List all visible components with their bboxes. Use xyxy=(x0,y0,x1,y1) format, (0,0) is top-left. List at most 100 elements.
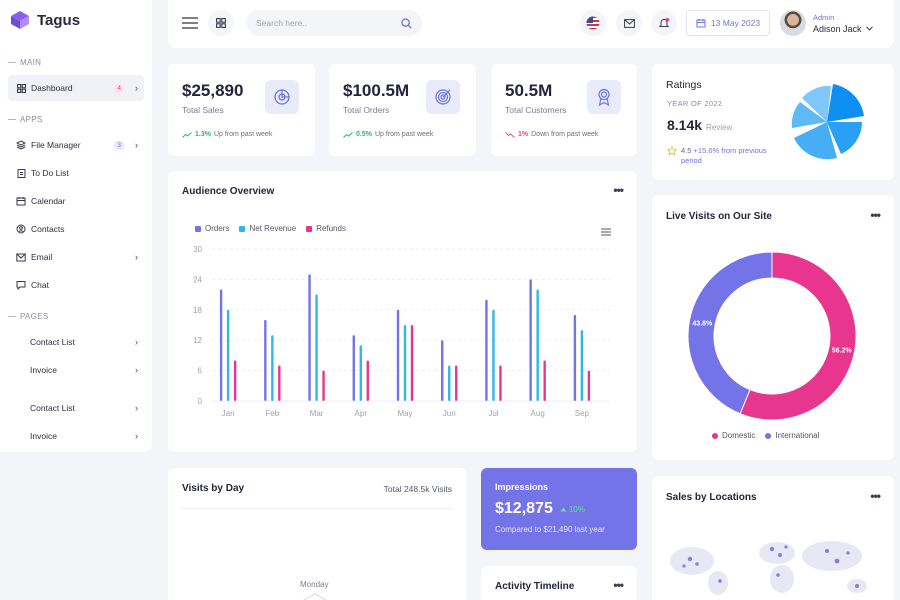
trend-up-icon xyxy=(343,131,353,138)
audience-title: Audience Overview xyxy=(182,186,275,197)
sidebar-item-label: To Do List xyxy=(31,168,69,178)
search-bar xyxy=(246,10,422,36)
logo[interactable]: Tagus xyxy=(9,9,80,31)
sidebar-item-contacts[interactable]: Contacts xyxy=(8,216,144,242)
trend-up-icon xyxy=(182,131,192,138)
ratings-score-row: 4.5 +15.6% from previous period xyxy=(667,146,776,166)
bar-net-revenue xyxy=(492,309,495,401)
menu-toggle-button[interactable] xyxy=(180,13,200,33)
donut-slice-domestic xyxy=(739,251,857,421)
visits-total: Total 248.5k Visits xyxy=(383,484,452,494)
apps-grid-button[interactable] xyxy=(208,10,234,36)
bar-net-revenue xyxy=(403,325,407,401)
us-flag-icon xyxy=(586,16,600,30)
polar-segment xyxy=(791,102,827,128)
stat-card-total-sales: $25,890 Total Sales 1.3% Up from past we… xyxy=(168,64,315,156)
y-tick-label: 24 xyxy=(193,275,202,284)
stat-card-total-orders: $100.5M Total Orders 0.5% Up from past w… xyxy=(329,64,476,156)
more-options-button[interactable]: ••• xyxy=(613,183,624,197)
bar-refunds xyxy=(366,360,369,401)
stat-value: $100.5M xyxy=(343,81,410,100)
y-tick-label: 30 xyxy=(193,245,202,254)
world-map xyxy=(670,541,867,595)
ratings-change: +15.6% xyxy=(693,146,720,155)
trend-value: 0.5% xyxy=(356,131,372,138)
bar-refunds xyxy=(499,365,502,401)
sales-by-locations-card: Sales by Locations ••• xyxy=(652,476,894,600)
bar-refunds xyxy=(543,360,546,401)
x-tick-label: Sep xyxy=(575,409,590,418)
stat-card-total-customers: 50.5M Total Customers 1% Down from past … xyxy=(491,64,637,156)
search-icon[interactable] xyxy=(401,17,412,29)
x-tick-label: Mar xyxy=(310,409,324,418)
impressions-card: Impressions $12,875 10% Compared to $21,… xyxy=(481,468,637,550)
trend-text: Up from past week xyxy=(213,131,273,138)
polar-segment xyxy=(827,122,862,154)
chevron-right-icon: › xyxy=(135,403,138,413)
chevron-right-icon: › xyxy=(135,365,138,375)
legend-item[interactable]: Net Revenue xyxy=(239,224,296,233)
sidebar-item-invoice-2[interactable]: Invoice › xyxy=(8,423,144,449)
x-tick-label: Aug xyxy=(531,409,545,418)
bar-orders xyxy=(485,299,488,401)
section-label-main: MAIN xyxy=(8,58,41,67)
hamburger-icon xyxy=(182,17,198,29)
activity-title: Activity Timeline xyxy=(495,581,575,592)
bar-refunds xyxy=(410,325,414,401)
sidebar-item-contact-list-2[interactable]: Contact List › xyxy=(8,395,144,421)
sidebar-item-invoice[interactable]: Invoice › xyxy=(8,357,144,383)
sidebar-item-label: Chat xyxy=(31,280,49,290)
ratings-score: 4.5 xyxy=(681,146,692,155)
section-label-pages: PAGES xyxy=(8,312,48,321)
chevron-right-icon: › xyxy=(135,83,138,93)
bar-net-revenue xyxy=(226,309,230,401)
grid-icon xyxy=(216,18,226,28)
legend-item[interactable]: Domestic xyxy=(712,431,755,440)
sidebar-item-email[interactable]: Email › xyxy=(8,244,144,270)
sidebar-item-file-manager[interactable]: File Manager 3 › xyxy=(8,132,144,158)
caret-up-icon xyxy=(560,507,567,511)
impressions-title: Impressions xyxy=(495,482,549,492)
bar-refunds xyxy=(455,365,458,401)
bar-net-revenue xyxy=(359,345,362,401)
sidebar-item-calendar[interactable]: Calendar xyxy=(8,188,144,214)
more-options-button[interactable]: ••• xyxy=(870,489,881,503)
chevron-right-icon: › xyxy=(135,431,138,441)
polar-segment xyxy=(827,84,864,122)
ratings-value-row: 8.14k Review xyxy=(667,117,732,133)
chevron-right-icon: › xyxy=(135,252,138,262)
notifications-button[interactable] xyxy=(651,10,677,36)
date-display[interactable]: 13 May 2023 xyxy=(686,10,770,36)
more-options-button[interactable]: ••• xyxy=(613,578,624,592)
stat-label: Total Customers xyxy=(505,105,567,115)
live-visits-card: Live Visits on Our Site ••• 56.2% 43.8% D… xyxy=(652,195,894,460)
legend-item[interactable]: Refunds xyxy=(306,224,346,233)
radar-chart-edge xyxy=(303,593,327,600)
language-button[interactable] xyxy=(580,10,606,36)
sidebar-item-contact-list[interactable]: Contact List › xyxy=(8,329,144,355)
sidebar-item-dashboard[interactable]: Dashboard 4 › xyxy=(8,75,144,101)
legend-item[interactable]: International xyxy=(765,431,819,440)
bar-orders xyxy=(396,309,400,401)
legend-item[interactable]: Orders xyxy=(195,224,229,233)
layers-icon xyxy=(16,140,26,150)
brand-name: Tagus xyxy=(37,11,81,29)
mail-icon xyxy=(623,18,635,28)
sidebar-item-chat[interactable]: Chat xyxy=(8,272,144,298)
star-icon xyxy=(667,146,677,156)
messages-button[interactable] xyxy=(616,10,642,36)
bar-net-revenue xyxy=(580,330,584,401)
donut-value-label: 43.8% xyxy=(692,320,713,327)
user-circle-icon xyxy=(16,224,26,234)
bar-orders xyxy=(529,279,532,401)
target-icon xyxy=(426,80,460,114)
chart-menu-button[interactable] xyxy=(601,223,611,241)
more-options-button[interactable]: ••• xyxy=(870,208,881,222)
user-menu[interactable]: Admin Adison Jack xyxy=(780,10,873,36)
chart-legend: Orders Net Revenue Refunds xyxy=(195,224,346,233)
trend-value: 1% xyxy=(518,131,529,138)
live-visits-title: Live Visits on Our Site xyxy=(666,211,772,222)
sidebar-item-todo[interactable]: To Do List xyxy=(8,160,144,186)
menu-icon xyxy=(601,228,611,236)
search-input[interactable] xyxy=(256,18,401,28)
